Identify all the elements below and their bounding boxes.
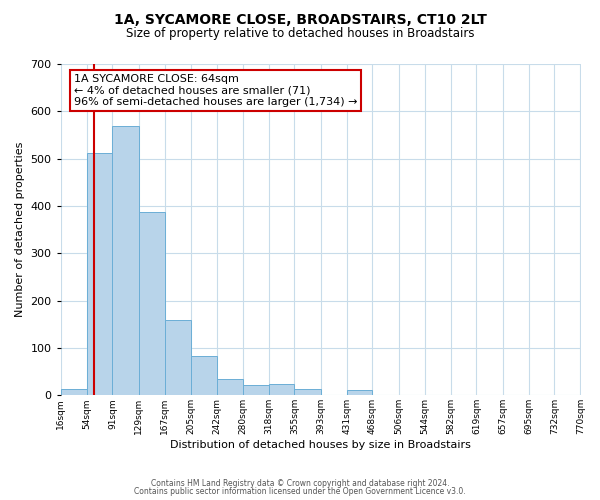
Bar xyxy=(217,378,243,396)
Bar xyxy=(347,390,373,396)
Bar xyxy=(191,356,217,396)
Bar xyxy=(243,385,269,396)
X-axis label: Distribution of detached houses by size in Broadstairs: Distribution of detached houses by size … xyxy=(170,440,471,450)
Text: Size of property relative to detached houses in Broadstairs: Size of property relative to detached ho… xyxy=(126,28,474,40)
Bar xyxy=(87,154,112,396)
Bar xyxy=(295,389,320,396)
Text: 1A SYCAMORE CLOSE: 64sqm
← 4% of detached houses are smaller (71)
96% of semi-de: 1A SYCAMORE CLOSE: 64sqm ← 4% of detache… xyxy=(74,74,357,107)
Text: Contains HM Land Registry data © Crown copyright and database right 2024.: Contains HM Land Registry data © Crown c… xyxy=(151,478,449,488)
Y-axis label: Number of detached properties: Number of detached properties xyxy=(15,142,25,318)
Text: 1A, SYCAMORE CLOSE, BROADSTAIRS, CT10 2LT: 1A, SYCAMORE CLOSE, BROADSTAIRS, CT10 2L… xyxy=(113,12,487,26)
Bar xyxy=(112,126,139,396)
Bar xyxy=(165,320,191,396)
Bar xyxy=(139,212,165,396)
Text: Contains public sector information licensed under the Open Government Licence v3: Contains public sector information licen… xyxy=(134,487,466,496)
Bar xyxy=(61,389,87,396)
Bar xyxy=(269,384,295,396)
